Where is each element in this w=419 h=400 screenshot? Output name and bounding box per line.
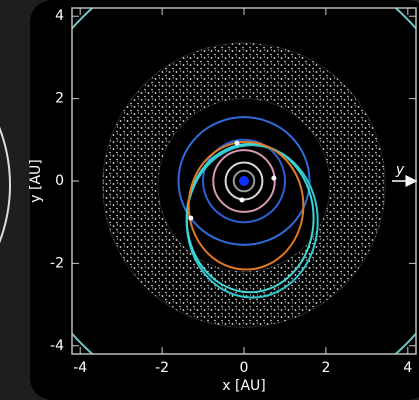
y-tick-label: -2 <box>50 255 64 271</box>
x-tick-label: 2 <box>321 360 330 376</box>
x-tick-label: 0 <box>240 360 249 376</box>
body <box>239 197 244 202</box>
annotation: y <box>395 162 405 178</box>
x-tick-label: -4 <box>73 360 87 376</box>
sun <box>239 176 249 186</box>
y-tick-label: 0 <box>55 173 64 189</box>
x-axis-label: x [AU] <box>222 378 265 394</box>
body <box>235 141 240 146</box>
x-tick-label: -2 <box>155 360 169 376</box>
chart: x [AU] y [AU] y -4 -2 0 2 4 -4 -2 0 2 4 <box>0 0 419 400</box>
body <box>188 216 193 221</box>
y-tick-label: 2 <box>55 91 64 107</box>
body <box>271 176 276 181</box>
y-tick-label: 4 <box>55 8 64 24</box>
x-tick-label: 4 <box>403 360 412 376</box>
y-axis-label: y [AU] <box>28 159 44 202</box>
y-tick-label: -4 <box>50 338 64 354</box>
